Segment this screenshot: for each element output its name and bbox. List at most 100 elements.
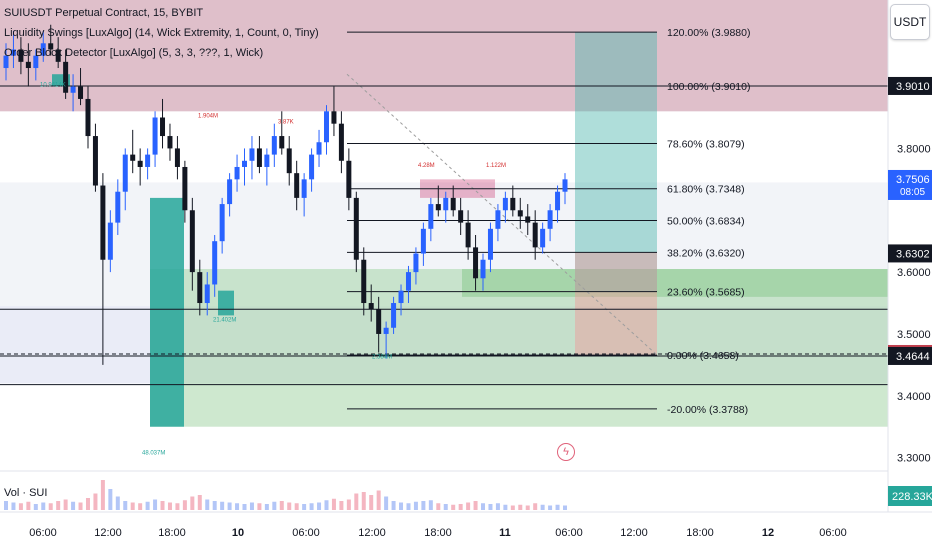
candle [40, 30, 46, 62]
time-tick-label: 10 [232, 527, 244, 539]
fib-level-label: 78.60% (3.8079) [667, 139, 745, 151]
volume-bar [153, 499, 158, 510]
candle [383, 321, 389, 359]
candle-body [316, 142, 322, 155]
candle-body [405, 272, 411, 291]
volume-bar [160, 501, 165, 510]
volume-bar [48, 503, 53, 510]
candle-body [487, 228, 493, 260]
price-tag [888, 169, 932, 200]
volume-bar [71, 501, 76, 510]
volume-bar [18, 503, 23, 510]
volume-bar [123, 501, 128, 510]
candle [25, 43, 31, 87]
candle [540, 222, 546, 254]
volume-bar [279, 501, 284, 510]
lightning-icon[interactable]: ϟ [557, 443, 575, 461]
candle-body [18, 49, 24, 62]
bullish-zone [150, 269, 888, 427]
candle [204, 272, 210, 316]
candle-body [547, 210, 553, 229]
volume-bar [421, 501, 426, 510]
volume-bar [384, 496, 389, 510]
indicator-liquidity-swings[interactable]: Liquidity Swings [LuxAlgo] (14, Wick Ext… [4, 27, 319, 39]
candle-body [294, 173, 300, 198]
candle [316, 129, 322, 167]
volume-bar [182, 500, 187, 510]
volume-bar [309, 503, 314, 510]
liquidity-label: 4.28M [418, 163, 435, 169]
candle [562, 173, 568, 205]
candle-body [383, 327, 389, 334]
candle-body [480, 259, 486, 279]
volume-bar [361, 492, 366, 510]
volume-bar [563, 505, 567, 510]
candle [413, 247, 419, 285]
volume-bar [443, 504, 448, 510]
candle-body [122, 154, 128, 192]
candle [107, 210, 113, 273]
time-tick-label: 06:00 [819, 527, 847, 539]
volume-bar [406, 503, 411, 510]
candle-body [368, 303, 374, 310]
candle-body [540, 228, 546, 248]
candle [182, 160, 188, 223]
candle-body [510, 197, 516, 211]
fib-level-label: 50.00% (3.6834) [667, 216, 745, 228]
candle-body [152, 117, 158, 155]
volume-bar [346, 499, 351, 510]
volume-bar [540, 504, 545, 510]
volume-bar [354, 493, 359, 510]
candle [92, 123, 98, 192]
price-tag-label: 3.4644 [896, 351, 930, 363]
price-tick-label: 3.3000 [897, 453, 931, 465]
volume-bar [264, 504, 269, 510]
candle [420, 222, 426, 266]
candle-body [107, 222, 113, 260]
candle-body [331, 111, 337, 124]
currency-button[interactable]: USDT [890, 4, 930, 40]
candle-body [398, 290, 404, 304]
volume-label[interactable]: Vol · SUI [4, 487, 48, 499]
volume-bar [473, 501, 478, 510]
candle [361, 247, 367, 316]
time-tick-label: 18:00 [158, 527, 186, 539]
candle-body [85, 98, 91, 137]
volume-bar [85, 498, 90, 510]
candle [130, 129, 136, 174]
candle [532, 210, 538, 260]
volume-bar [220, 501, 225, 510]
price-tick-label: 3.6000 [897, 267, 931, 279]
liquidity-label: 1.904M [198, 114, 218, 120]
liquidity-label: 2.384M [372, 355, 392, 361]
position-stop-box [575, 252, 657, 355]
candle [458, 197, 464, 235]
price-tag-label: 3.7506 [896, 174, 930, 186]
candle-body [219, 204, 225, 242]
liquidity-label: 21.402M [213, 318, 236, 324]
candle [294, 160, 300, 211]
candle-body [130, 154, 136, 161]
candle [115, 179, 121, 235]
candle [242, 148, 248, 186]
volume-bar [436, 503, 441, 510]
candle [502, 191, 508, 223]
candle-body [197, 272, 203, 304]
liquidity-label: 3.87K [278, 120, 294, 126]
candle-body [10, 49, 16, 56]
volume-bar [481, 503, 486, 510]
candle-body [413, 253, 419, 273]
candle-body [137, 160, 143, 167]
candle-body [562, 179, 568, 192]
indicator-order-block[interactable]: Order Block Detector [LuxAlgo] (5, 3, 3,… [4, 47, 264, 59]
candle [174, 136, 180, 180]
time-tick-label: 12:00 [620, 527, 648, 539]
candle [301, 173, 307, 217]
chart-legend: SUIUSDT Perpetual Contract, 15, BYBIT Li… [4, 3, 319, 63]
candle-body [391, 303, 397, 328]
candle-body [323, 111, 329, 143]
volume-bar [130, 502, 135, 510]
candle [517, 197, 523, 229]
